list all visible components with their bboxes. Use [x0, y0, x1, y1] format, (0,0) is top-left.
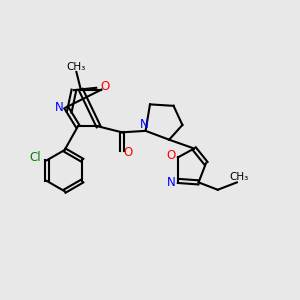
Text: O: O — [167, 149, 176, 162]
Text: Cl: Cl — [30, 152, 41, 164]
Text: O: O — [100, 80, 110, 93]
Text: N: N — [55, 101, 64, 114]
Text: N: N — [140, 118, 148, 131]
Text: N: N — [167, 176, 176, 189]
Text: O: O — [123, 146, 133, 159]
Text: CH₃: CH₃ — [230, 172, 249, 182]
Text: CH₃: CH₃ — [67, 62, 86, 72]
